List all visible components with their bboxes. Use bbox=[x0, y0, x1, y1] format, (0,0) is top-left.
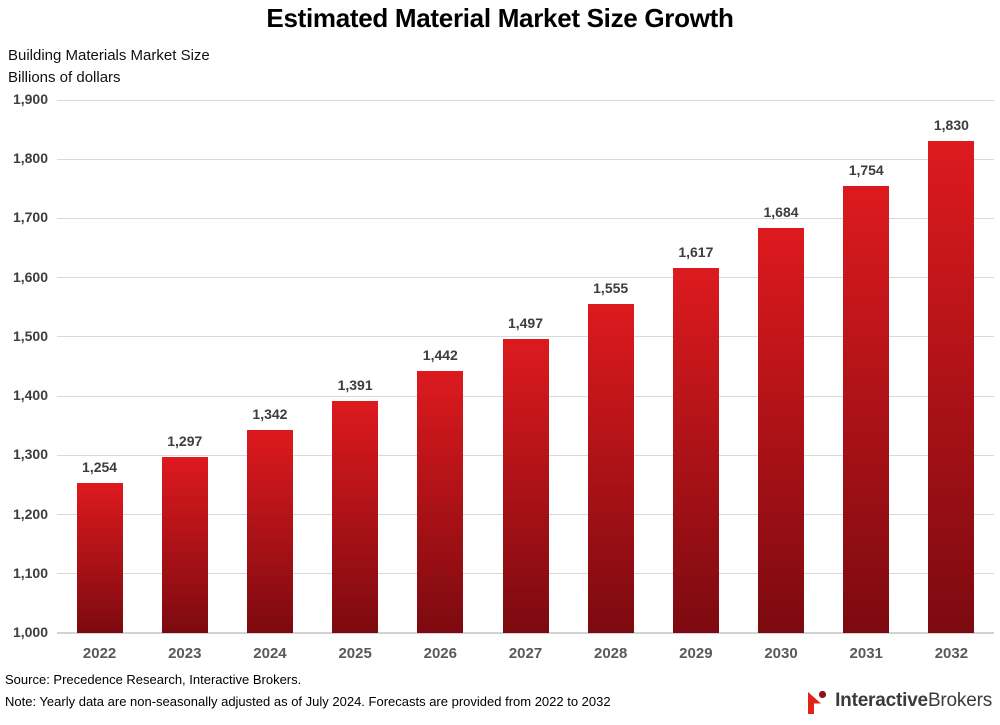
note-text: Note: Yearly data are non-seasonally adj… bbox=[5, 694, 611, 709]
bar-value-label: 1,391 bbox=[337, 377, 373, 394]
bar-value-label: 1,684 bbox=[763, 203, 799, 220]
bar-value-label: 1,555 bbox=[593, 280, 629, 297]
bar-value-label: 1,297 bbox=[167, 433, 203, 450]
interactive-brokers-spike-icon bbox=[808, 690, 827, 714]
x-axis-line bbox=[57, 632, 994, 634]
bar-value-label: 1,442 bbox=[422, 347, 458, 364]
bar-2023 bbox=[161, 457, 208, 633]
chart-subtitle-units: Billions of dollars bbox=[8, 69, 121, 86]
bar-value-label: 1,497 bbox=[507, 314, 544, 331]
gridline bbox=[57, 99, 994, 101]
y-tick-label: 1,100 bbox=[12, 564, 48, 581]
x-tick-label: 2030 bbox=[764, 645, 798, 662]
y-tick-label: 1,300 bbox=[12, 446, 48, 463]
chart-title: Estimated Material Market Size Growth bbox=[266, 3, 734, 33]
y-tick-label: 1,200 bbox=[12, 505, 48, 522]
bar-2022 bbox=[76, 482, 123, 633]
y-tick-label: 1,400 bbox=[12, 387, 48, 404]
bar-2030 bbox=[758, 227, 805, 633]
gridline bbox=[57, 336, 994, 338]
source-text: Source: Precedence Research, Interactive… bbox=[5, 672, 302, 687]
y-tick-label: 1,900 bbox=[12, 91, 48, 107]
chart-subtitle-market: Building Materials Market Size bbox=[8, 47, 210, 64]
bar-2031 bbox=[843, 186, 890, 633]
x-tick-label: 2027 bbox=[508, 645, 543, 662]
bar-value-label: 1,617 bbox=[678, 243, 714, 260]
bar-2029 bbox=[672, 267, 719, 633]
logo-word-brokers: Brokers bbox=[927, 690, 992, 711]
bar-value-label: 1,830 bbox=[933, 117, 969, 134]
x-tick-label: 2024 bbox=[253, 645, 287, 662]
bar-value-label: 1,254 bbox=[82, 458, 118, 475]
x-tick-label: 2028 bbox=[593, 645, 628, 662]
gridline bbox=[57, 158, 994, 160]
x-tick-label: 2025 bbox=[338, 645, 372, 662]
bar-2026 bbox=[417, 371, 464, 633]
x-tick-label: 2032 bbox=[934, 645, 969, 662]
x-tick-label: 2029 bbox=[679, 645, 713, 662]
bar-2032 bbox=[928, 141, 975, 633]
x-tick-label: 2023 bbox=[168, 645, 202, 662]
y-tick-label: 1,500 bbox=[12, 327, 48, 344]
bar-2028 bbox=[587, 304, 634, 633]
x-tick-label: 2031 bbox=[849, 645, 883, 662]
x-tick-label: 2022 bbox=[82, 645, 117, 662]
bar-value-label: 1,342 bbox=[252, 406, 288, 423]
bar-2024 bbox=[246, 430, 293, 633]
gridline bbox=[57, 277, 994, 279]
interactive-brokers-logo: InteractiveBrokers bbox=[804, 687, 992, 715]
gridline bbox=[57, 217, 994, 219]
y-tick-label: 1,700 bbox=[12, 209, 48, 226]
logo-word-interactive: Interactive bbox=[835, 690, 928, 711]
bar-2027 bbox=[502, 338, 549, 633]
y-tick-label: 1,800 bbox=[12, 150, 48, 167]
bar-value-label: 1,754 bbox=[848, 162, 884, 179]
y-tick-label: 1,600 bbox=[12, 268, 48, 285]
y-tick-label: 1,000 bbox=[12, 624, 48, 640]
x-tick-label: 2026 bbox=[423, 645, 457, 662]
plot-area: 1,254 2022 1,297 2023 1,342 2024 1,391 2025 1,44… bbox=[57, 99, 994, 662]
logo-wordmark: InteractiveBrokers bbox=[835, 690, 992, 712]
bar-2025 bbox=[332, 401, 379, 633]
